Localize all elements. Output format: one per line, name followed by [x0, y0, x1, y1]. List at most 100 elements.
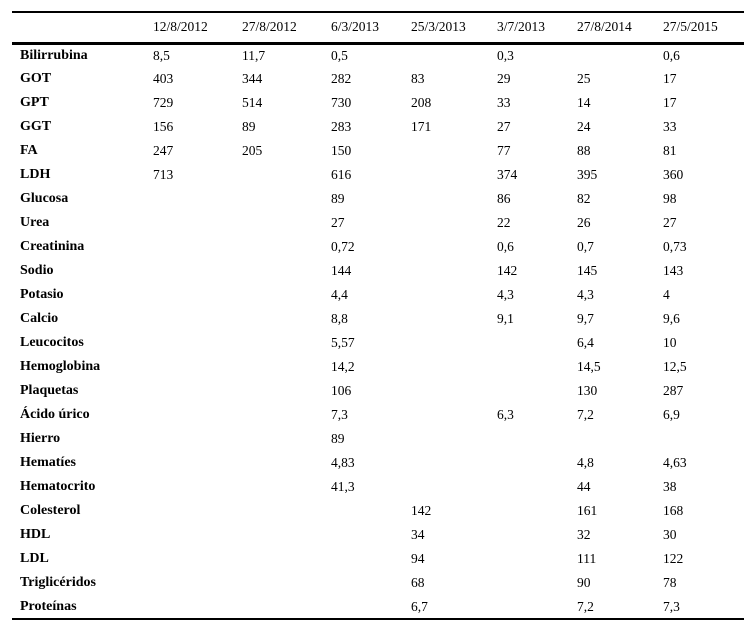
table-row: Colesterol 142 161 168	[12, 499, 744, 523]
column-header-date: 3/7/2013	[497, 12, 577, 45]
cell	[497, 355, 577, 379]
cell	[242, 475, 331, 499]
cell: 122	[663, 551, 684, 566]
cell	[153, 595, 242, 619]
cell: 68	[411, 575, 425, 590]
cell: 4,3	[577, 287, 594, 302]
cell	[242, 187, 331, 211]
cell	[331, 547, 411, 571]
cell: 374	[497, 167, 518, 182]
cell: 360	[663, 167, 684, 182]
cell: 205	[242, 143, 263, 158]
table-row: Calcio 8,8 9,1 9,7 9,6	[12, 307, 744, 331]
cell	[411, 139, 497, 163]
cell	[577, 427, 663, 451]
cell: 6,3	[497, 407, 514, 422]
cell	[153, 523, 242, 547]
cell: 0,6	[497, 239, 514, 254]
cell: 713	[153, 167, 174, 182]
cell: 730	[331, 95, 352, 110]
table-row: Urea 27 22 26 27	[12, 211, 744, 235]
cell: 33	[663, 119, 677, 134]
cell: 17	[663, 71, 677, 86]
cell: 38	[663, 479, 677, 494]
cell: 514	[242, 95, 263, 110]
cell: 4	[663, 287, 670, 302]
cell: 44	[577, 479, 591, 494]
row-label: Plaquetas	[20, 383, 79, 398]
cell: 14,2	[331, 359, 355, 374]
cell: 145	[577, 263, 598, 278]
cell: 8,8	[331, 311, 348, 326]
cell: 7,2	[577, 407, 594, 422]
table-row: HDL 34 32 30	[12, 523, 744, 547]
cell	[153, 307, 242, 331]
cell	[331, 523, 411, 547]
cell	[411, 259, 497, 283]
cell	[153, 355, 242, 379]
column-header-date: 27/5/2015	[663, 12, 744, 45]
table-row: Proteínas 6,7 7,2 7,3	[12, 595, 744, 619]
row-label: Hematíes	[20, 455, 76, 470]
cell	[242, 355, 331, 379]
cell	[497, 547, 577, 571]
cell	[411, 307, 497, 331]
cell: 4,63	[663, 455, 687, 470]
cell	[153, 499, 242, 523]
cell: 0,73	[663, 239, 687, 254]
cell	[411, 355, 497, 379]
table-row: Ácido úrico 7,3 6,3 7,2 6,9	[12, 403, 744, 427]
cell	[497, 571, 577, 595]
cell	[411, 187, 497, 211]
cell	[242, 499, 331, 523]
column-header-empty	[12, 12, 153, 45]
row-label: Calcio	[20, 311, 59, 326]
cell: 7,3	[663, 598, 680, 614]
cell: 25	[577, 71, 591, 86]
cell: 10	[663, 335, 677, 350]
table-row: Sodio 144 142 145 143	[12, 259, 744, 283]
header-row: 12/8/2012 27/8/2012 6/3/2013 25/3/2013 3/7/2…	[12, 12, 744, 45]
cell: 142	[411, 503, 432, 518]
cell: 27	[497, 119, 511, 134]
table-row: GPT 729 514 730 208 33 14 17	[12, 91, 744, 115]
cell: 9,1	[497, 311, 514, 326]
cell: 142	[497, 263, 518, 278]
cell	[497, 331, 577, 355]
cell	[153, 427, 242, 451]
cell: 130	[577, 383, 598, 398]
cell: 6,9	[663, 407, 680, 422]
row-label: GGT	[20, 119, 52, 134]
table-row: GGT 156 89 283 171 27 24 33	[12, 115, 744, 139]
cell: 0,6	[663, 47, 680, 63]
cell	[242, 451, 331, 475]
cell	[663, 427, 744, 451]
cell: 143	[663, 263, 684, 278]
table-row: GOT 403 344 282 83 29 25 17	[12, 67, 744, 91]
column-header-date: 12/8/2012	[153, 12, 242, 45]
column-header-date: 25/3/2013	[411, 12, 497, 45]
cell	[331, 571, 411, 595]
cell: 89	[331, 431, 345, 446]
row-label: Colesterol	[20, 503, 81, 518]
cell: 282	[331, 71, 352, 86]
row-label: Potasio	[20, 287, 64, 302]
row-label: Hierro	[20, 431, 61, 446]
cell	[497, 523, 577, 547]
cell	[153, 235, 242, 259]
cell: 26	[577, 215, 591, 230]
cell: 168	[663, 503, 684, 518]
table-row: Bilirrubina 8,5 11,7 0,5 0,3 0,6	[12, 43, 744, 67]
cell: 4,4	[331, 287, 348, 302]
row-label: GOT	[20, 71, 52, 86]
cell: 283	[331, 119, 352, 134]
row-label: Urea	[20, 215, 50, 230]
cell	[242, 595, 331, 619]
cell: 81	[663, 143, 677, 158]
cell: 17	[663, 95, 677, 110]
table-header: 12/8/2012 27/8/2012 6/3/2013 25/3/2013 3/7/2…	[12, 12, 744, 45]
table-row: LDH 713 616 374 395 360	[12, 163, 744, 187]
cell: 34	[411, 527, 425, 542]
cell: 77	[497, 143, 511, 158]
